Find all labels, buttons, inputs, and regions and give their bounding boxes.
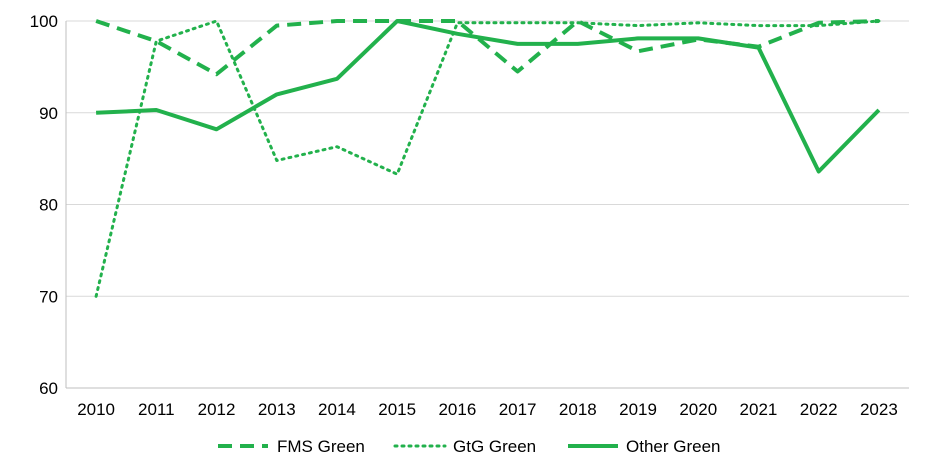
series-lines [94,19,881,298]
gridlines [65,20,909,389]
x-tick-label: 2022 [800,400,838,419]
x-tick-label: 2015 [378,400,416,419]
x-tick-label: 2016 [438,400,476,419]
legend: FMS Green GtG Green Other Green [218,437,721,456]
x-tick-label: 2012 [198,400,236,419]
y-tick-label: 100 [30,12,58,31]
x-tick-label: 2021 [740,400,778,419]
series-line-other-green [96,19,881,174]
legend-label: FMS Green [277,437,365,456]
x-tick-label: 2010 [77,400,115,419]
x-tick-label: 2014 [318,400,356,419]
legend-label: GtG Green [453,437,536,456]
legend-label: Other Green [626,437,721,456]
x-axis-ticks: 2010 2011 2012 2013 2014 2015 2016 2017 2018 2019… [77,400,898,419]
series-line-gtg-green [94,19,881,298]
x-tick-label: 2018 [559,400,597,419]
x-tick-label: 2019 [619,400,657,419]
x-tick-label: 2017 [499,400,537,419]
series-line-fms-green [95,19,879,77]
y-tick-label: 70 [39,287,58,306]
y-tick-label: 60 [39,379,58,398]
x-tick-label: 2013 [258,400,296,419]
x-tick-label: 2023 [860,400,898,419]
x-tick-label: 2011 [138,400,175,419]
x-tick-label: 2020 [679,400,717,419]
y-axis-ticks: 60 70 80 90 100 [30,12,58,398]
y-tick-label: 90 [39,104,58,123]
y-tick-label: 80 [39,196,58,215]
